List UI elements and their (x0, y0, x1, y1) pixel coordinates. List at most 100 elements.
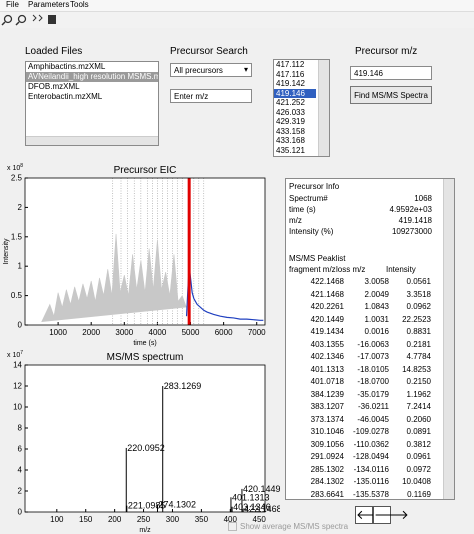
x-tick-label: 450 (253, 515, 267, 524)
mz-item[interactable]: 417.116 (276, 69, 305, 79)
peak-label: 401.1313 (232, 492, 270, 502)
y-tick-label: 8 (18, 424, 23, 433)
chart-title: MS/MS spectrum (107, 352, 184, 363)
peak-cell: 0.0972 (406, 464, 431, 474)
file-item[interactable]: DFOB.mzXML (28, 82, 80, 91)
x-tick-label: 4000 (149, 328, 167, 337)
peak-cell: 285.1302 (310, 464, 344, 474)
info-value: 4.9592e+03 (389, 205, 433, 214)
peak-cell: -46.0045 (357, 414, 389, 424)
multiplier-power: 8 (20, 163, 23, 169)
peak-cell: 0.2060 (406, 414, 431, 424)
y-multiplier: x 107 (7, 350, 23, 359)
x-axis-label: m/z (139, 527, 151, 534)
precursor-mz-input[interactable]: 419.146 (350, 66, 432, 80)
x-tick-label: 2000 (82, 328, 100, 337)
x-tick-label: 5000 (182, 328, 200, 337)
peak-cell: 421.1468 (310, 289, 344, 299)
peak-cell: 0.0016 (364, 327, 389, 336)
mz-input[interactable]: Enter m/z (170, 89, 252, 103)
menu-item[interactable]: Tools (70, 0, 89, 9)
mz-item[interactable]: 426.033 (276, 107, 305, 117)
peak-label: 283.1269 (164, 381, 202, 391)
peak-cell: -110.0362 (353, 439, 389, 449)
y-multiplier: x 108 (7, 163, 23, 172)
mz-item[interactable]: 429.319 (276, 117, 305, 126)
mz-placeholder: Enter m/z (174, 92, 209, 101)
x-tick-label: 3000 (115, 328, 133, 337)
plot-frame (24, 364, 266, 513)
peak-cell: 0.2150 (406, 377, 431, 386)
x-tick-label: 6000 (215, 328, 233, 337)
x-tick-label: 250 (137, 515, 151, 524)
menu-item[interactable]: Parameters (28, 0, 70, 9)
mz-item[interactable]: 433.168 (276, 136, 305, 145)
peak-cell: 22.2523 (402, 314, 431, 324)
file-list[interactable]: Amphibactins.mzXML AVNeilandii_high resol… (25, 61, 159, 146)
file-item[interactable]: AVNeilandii_high resolution MSMS.mz (26, 72, 158, 82)
next-button[interactable]: 🡒 (373, 506, 409, 524)
mz-item[interactable]: 433.158 (276, 126, 305, 136)
dropdown-arrow: ▾ (243, 65, 248, 74)
peak-label: 420.1449 (243, 484, 280, 494)
file-item[interactable]: Amphibactins.mzXML (28, 62, 106, 71)
menu-item[interactable]: File (6, 0, 19, 9)
loaded-files-label: Loaded Files (25, 46, 83, 57)
mz-list[interactable]: 417.112 417.116 419.142 419.146 421.252 426.0… (273, 59, 330, 157)
peak-cell: 373.1374 (310, 414, 344, 424)
peak-cell: 309.1056 (310, 439, 344, 449)
prev-button[interactable]: 🡐 (355, 506, 391, 524)
peak-cell: -135.0116 (353, 477, 389, 486)
y-tick-label: 1.5 (11, 232, 23, 241)
peak-cell: 0.3812 (406, 439, 431, 449)
toolbar-icons[interactable] (0, 12, 80, 28)
chart-title: Precursor EIC (114, 165, 177, 176)
mz-item[interactable]: 419.146 (274, 88, 316, 98)
average-checkbox[interactable]: Show average MS/MS spectra (228, 522, 348, 532)
y-tick-label: 2.5 (11, 174, 23, 183)
find-button[interactable]: Find MS/MS Spectra (350, 86, 432, 104)
x-tick-label: 200 (108, 515, 122, 524)
peak-cell: 1.1962 (406, 389, 431, 399)
mz-item[interactable]: 419.142 (276, 79, 305, 88)
column-header: loss m/z (336, 265, 366, 274)
peak-cell: 7.2414 (406, 402, 431, 411)
y-tick-label: 10 (13, 403, 22, 412)
precursor-dropdown[interactable]: All precursors ▾ (170, 63, 252, 77)
peak-cell: -128.0494 (352, 452, 389, 461)
info-panel: Precursor Info Spectrum# 1068 time (s) 4.959… (285, 178, 455, 500)
peak-cell: 1.0843 (364, 302, 389, 311)
peak-label: 403.1346 (233, 502, 271, 512)
peak-cell: 0.1169 (407, 489, 431, 499)
info-value: 1068 (414, 194, 432, 203)
x-tick-label: 7000 (248, 328, 266, 337)
mz-item[interactable]: 421.252 (276, 98, 305, 107)
file-item[interactable]: Enterobactin.mzXML (28, 92, 103, 101)
peak-cell: 4.7784 (406, 352, 431, 361)
info-key: Spectrum# (289, 194, 328, 203)
peak-cell: 402.1346 (310, 352, 344, 361)
peak-cell: -18.0700 (357, 377, 389, 386)
peak-cell: -109.0278 (352, 427, 389, 436)
peak-cell: -134.0116 (353, 464, 389, 474)
peak-cell: -18.0105 (357, 364, 389, 374)
plot-area (25, 365, 265, 512)
mz-item[interactable]: 435.121 (276, 145, 305, 155)
peak-cell: 401.1313 (310, 364, 344, 374)
x-tick-label: 350 (195, 515, 209, 524)
y-tick-label: 2 (18, 203, 23, 212)
peak-cell: 283.6641 (310, 489, 344, 499)
x-axis-label: time (s) (133, 340, 156, 347)
plot-frame (24, 177, 266, 326)
peaklist-title: MS/MS Peaklist (289, 254, 346, 263)
peak-cell: 310.1046 (310, 427, 344, 436)
peak-cell: 3.3518 (406, 289, 431, 299)
x-tick-label: 150 (79, 515, 93, 524)
scrollbar (443, 179, 454, 499)
mz-item[interactable]: 417.112 (276, 60, 305, 69)
peak-cell: 422.1468 (310, 277, 344, 286)
y-tick-label: 6 (18, 445, 23, 454)
peak-cell: 0.2181 (406, 339, 431, 349)
peak-cell: 2.0049 (364, 289, 389, 299)
multiplier-base: x 10 (7, 352, 20, 359)
